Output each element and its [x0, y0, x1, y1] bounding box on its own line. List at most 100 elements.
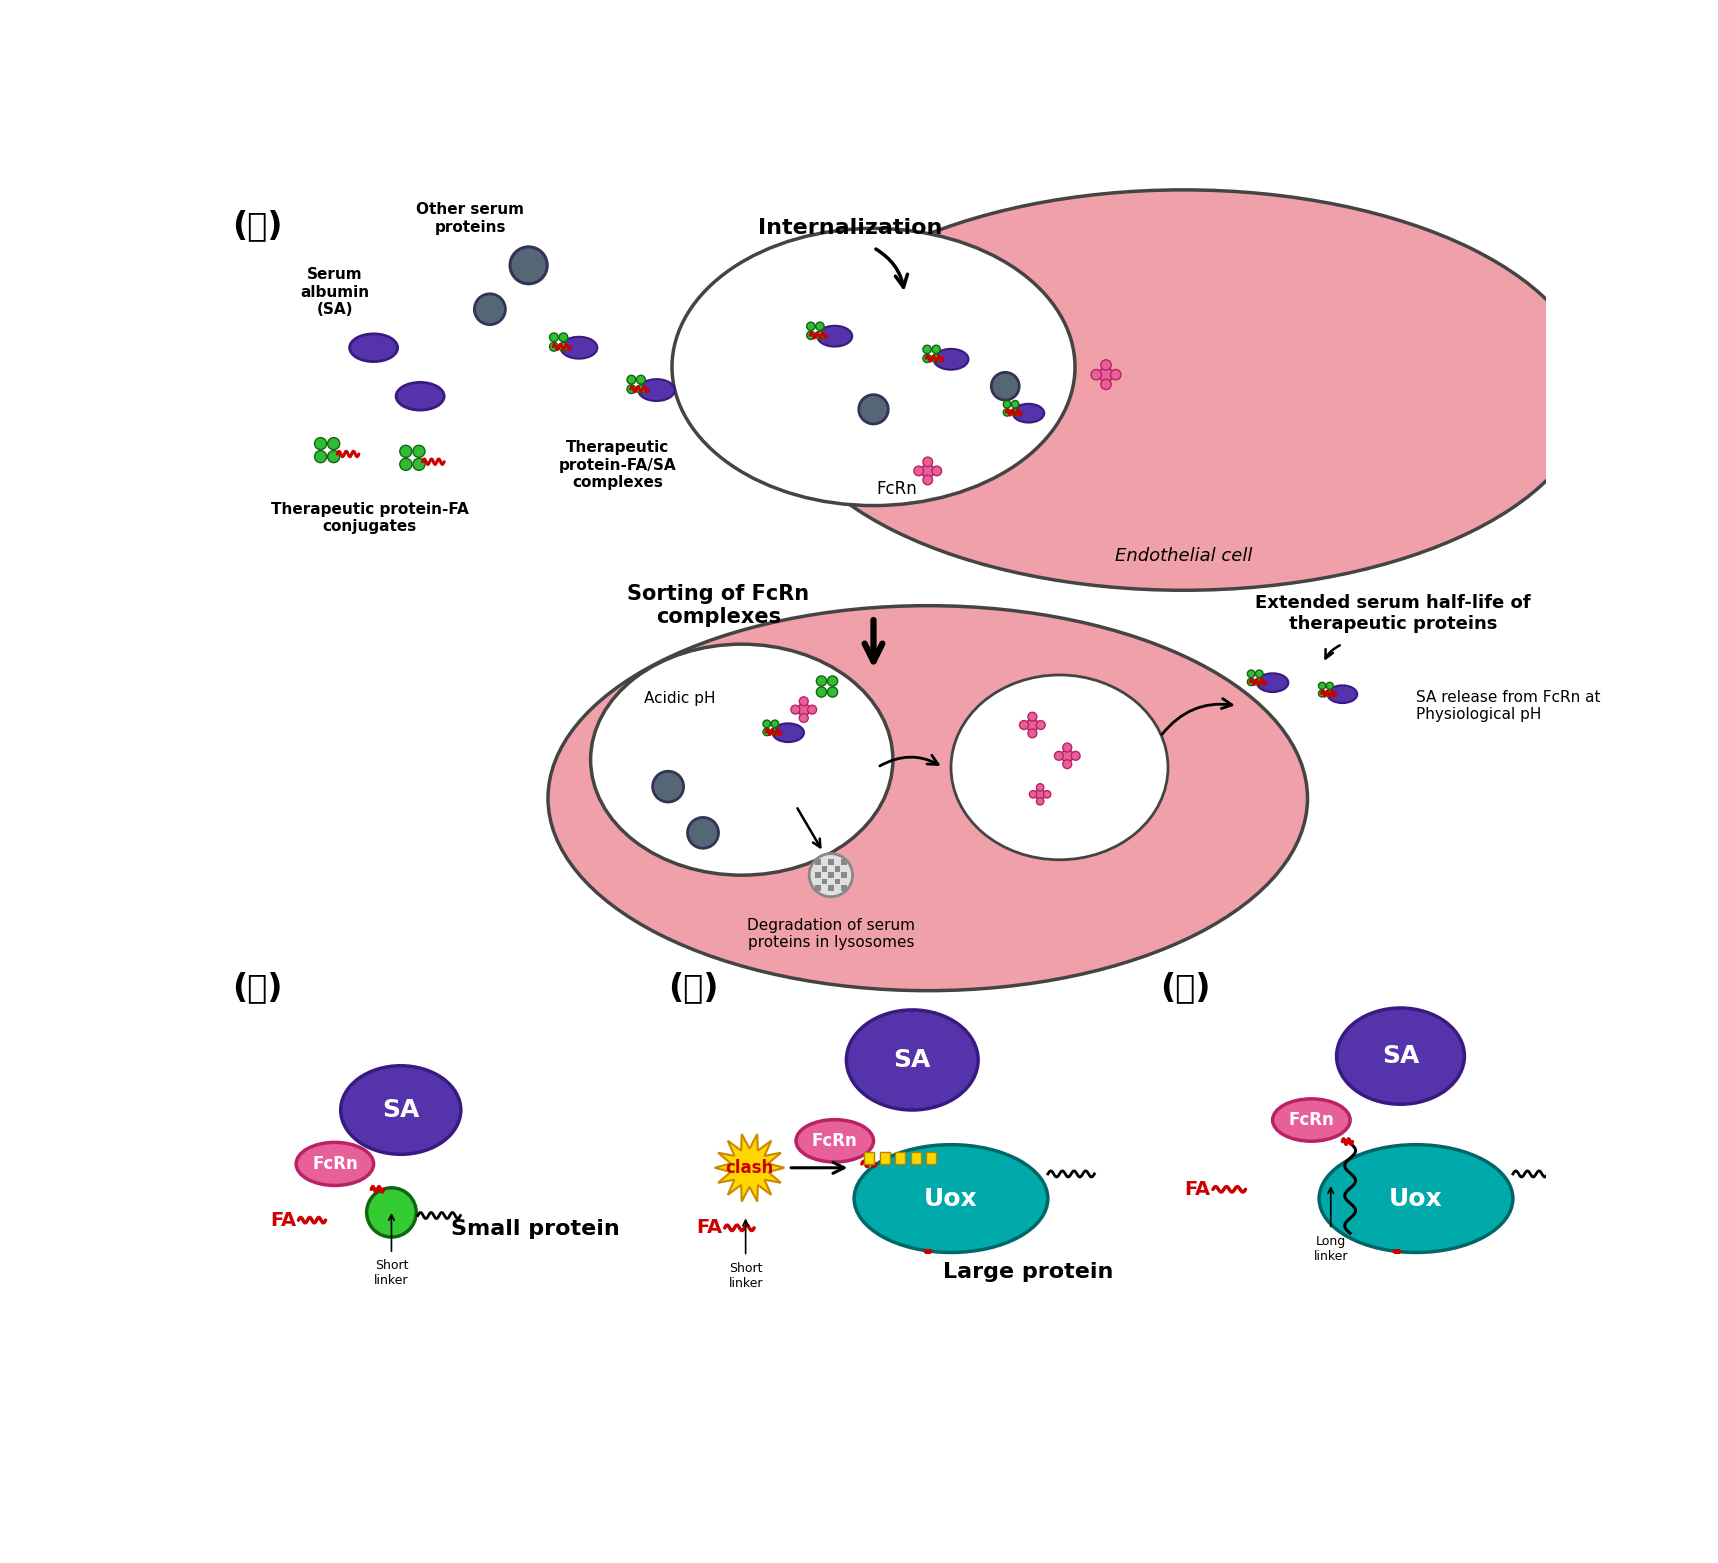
Ellipse shape	[349, 334, 397, 361]
Ellipse shape	[1319, 1144, 1514, 1252]
Text: Long
linker: Long linker	[1314, 1235, 1349, 1263]
Text: Small protein: Small protein	[452, 1219, 620, 1239]
FancyArrowPatch shape	[790, 1163, 844, 1174]
Ellipse shape	[795, 1119, 873, 1161]
Text: Extended serum half-life of
therapeutic proteins: Extended serum half-life of therapeutic …	[1254, 594, 1531, 633]
Circle shape	[637, 375, 646, 384]
Text: Degradation of serum
proteins in lysosomes: Degradation of serum proteins in lysosom…	[747, 917, 916, 950]
Circle shape	[1063, 760, 1072, 769]
Ellipse shape	[847, 1010, 978, 1110]
Circle shape	[1036, 783, 1045, 791]
FancyArrowPatch shape	[880, 755, 938, 766]
Circle shape	[1100, 367, 1113, 381]
Circle shape	[1101, 359, 1112, 370]
Circle shape	[807, 705, 816, 714]
Circle shape	[1110, 369, 1120, 380]
Text: FA: FA	[1184, 1180, 1211, 1199]
Ellipse shape	[295, 1143, 373, 1185]
Bar	[911, 1152, 921, 1164]
Circle shape	[1318, 689, 1326, 697]
Circle shape	[627, 375, 636, 384]
Bar	[814, 860, 821, 864]
Ellipse shape	[818, 325, 852, 347]
Circle shape	[923, 355, 931, 363]
Text: Sorting of FcRn
complexes: Sorting of FcRn complexes	[627, 585, 809, 627]
Text: Therapeutic protein-FA
conjugates: Therapeutic protein-FA conjugates	[271, 502, 469, 535]
Text: SA: SA	[1381, 1044, 1419, 1068]
Circle shape	[921, 464, 935, 477]
Circle shape	[859, 395, 888, 424]
Bar	[835, 866, 840, 872]
Circle shape	[366, 1188, 416, 1236]
Circle shape	[474, 294, 505, 325]
Text: SA release from FcRn at
Physiological pH: SA release from FcRn at Physiological pH	[1416, 689, 1601, 722]
Text: FcRn: FcRn	[813, 1132, 857, 1150]
Circle shape	[328, 438, 340, 450]
Text: Short
linker: Short linker	[728, 1261, 763, 1289]
Ellipse shape	[560, 336, 598, 358]
Circle shape	[828, 675, 838, 686]
Ellipse shape	[1258, 674, 1288, 692]
Circle shape	[816, 322, 825, 330]
Bar	[821, 866, 826, 872]
Bar	[828, 860, 833, 864]
Circle shape	[627, 384, 636, 394]
Circle shape	[807, 331, 814, 339]
Text: (라): (라)	[1160, 972, 1211, 1005]
Bar	[842, 872, 847, 878]
FancyArrowPatch shape	[797, 808, 819, 847]
Circle shape	[763, 728, 770, 736]
Circle shape	[1043, 791, 1051, 799]
Ellipse shape	[1273, 1099, 1350, 1141]
Circle shape	[412, 458, 424, 470]
Text: Therapeutic
protein-FA/SA
complexes: Therapeutic protein-FA/SA complexes	[558, 441, 677, 489]
Circle shape	[558, 342, 569, 352]
Ellipse shape	[933, 349, 969, 370]
Circle shape	[687, 817, 718, 849]
Circle shape	[923, 345, 931, 353]
Circle shape	[314, 438, 326, 450]
Circle shape	[550, 333, 558, 342]
Ellipse shape	[773, 724, 804, 742]
Text: (나): (나)	[232, 972, 282, 1005]
Text: Acidic pH: Acidic pH	[644, 691, 715, 705]
Circle shape	[809, 853, 852, 897]
Circle shape	[400, 445, 412, 458]
Circle shape	[991, 372, 1019, 400]
Polygon shape	[715, 1135, 785, 1202]
Circle shape	[653, 771, 684, 802]
Bar	[814, 885, 821, 891]
Bar	[926, 1152, 936, 1164]
Circle shape	[1029, 791, 1038, 799]
Bar	[880, 1152, 890, 1164]
Circle shape	[763, 721, 770, 727]
Circle shape	[923, 475, 933, 485]
FancyArrowPatch shape	[1161, 699, 1232, 735]
Text: FA: FA	[270, 1211, 295, 1230]
Ellipse shape	[777, 189, 1591, 591]
Text: Internalization: Internalization	[758, 219, 943, 239]
Text: Serum
albumin
(SA): Serum albumin (SA)	[301, 267, 369, 317]
Circle shape	[1326, 689, 1333, 697]
Circle shape	[1062, 750, 1074, 761]
Circle shape	[1026, 719, 1038, 731]
Text: FcRn: FcRn	[1288, 1111, 1335, 1128]
Circle shape	[790, 705, 801, 714]
Ellipse shape	[952, 675, 1168, 860]
Circle shape	[1247, 678, 1254, 686]
Circle shape	[637, 384, 646, 394]
Ellipse shape	[340, 1066, 460, 1155]
Circle shape	[412, 445, 424, 458]
Circle shape	[1256, 678, 1263, 686]
Bar	[814, 872, 821, 878]
Bar	[842, 860, 847, 864]
Circle shape	[1034, 789, 1045, 799]
Circle shape	[799, 713, 807, 722]
Circle shape	[1036, 797, 1045, 805]
Circle shape	[1012, 408, 1019, 416]
Circle shape	[1070, 752, 1081, 760]
Circle shape	[400, 458, 412, 470]
Circle shape	[1256, 671, 1263, 677]
Text: Uox: Uox	[1390, 1186, 1443, 1211]
Text: Other serum
proteins: Other serum proteins	[416, 202, 524, 234]
